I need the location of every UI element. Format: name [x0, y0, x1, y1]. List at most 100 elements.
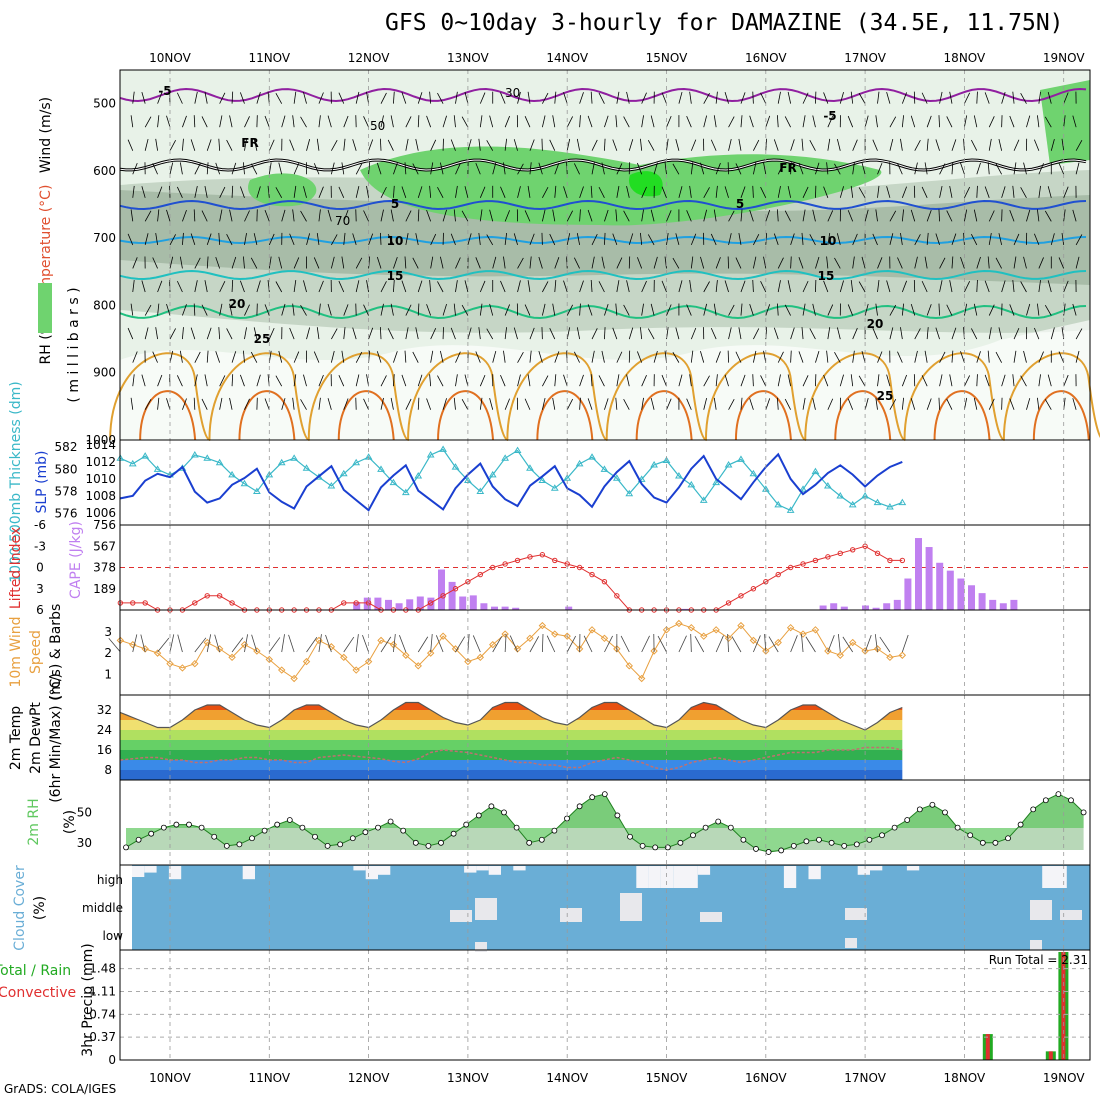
wind-barb: [650, 397, 655, 410]
li-marker: [589, 571, 595, 578]
wind-barb: [363, 304, 369, 316]
wind-barb: [401, 186, 407, 198]
wind-barb: [628, 233, 634, 246]
wind-barb: [461, 116, 469, 128]
wind-barb: [987, 350, 990, 363]
wind-barb: [455, 163, 461, 175]
wind-barb: [939, 163, 946, 175]
wind-barb: [393, 91, 395, 104]
wind-barb: [1012, 91, 1015, 104]
wind-barb: [355, 257, 363, 269]
wind-barb: [604, 398, 609, 410]
wind-barb: [182, 304, 187, 316]
wind-barb: [215, 256, 221, 269]
wind-barb: [281, 303, 286, 316]
wind-barb: [219, 303, 223, 316]
wind-barb: [405, 398, 412, 410]
wind-barb: [604, 232, 606, 245]
wind-barb: [338, 375, 345, 387]
wind-barb: [1038, 257, 1044, 269]
wind-barb: [1013, 233, 1020, 246]
wind-barb: [924, 162, 928, 175]
wind-barb: [976, 279, 978, 293]
wind-barb: [368, 139, 374, 151]
wind-barb: [300, 210, 307, 222]
wind-barb: [542, 92, 549, 104]
wind-barb: [244, 138, 247, 151]
wind-barb: [264, 210, 270, 222]
cape-bar: [427, 597, 435, 610]
wind-barb: [206, 162, 209, 175]
rh2m-marker: [438, 839, 444, 846]
rh2m-marker: [148, 830, 155, 837]
temp-band: [120, 750, 903, 760]
wind-barb: [157, 303, 160, 316]
wind-barb: [219, 375, 226, 387]
thickness-marker: [886, 503, 894, 510]
wind-barb: [278, 350, 283, 363]
wind-barb: [1038, 280, 1041, 293]
wind-barb: [1072, 398, 1077, 410]
cloud-high-gap: [808, 866, 821, 880]
wind10m-barb: [108, 637, 121, 653]
wind-barb: [239, 186, 245, 198]
wind-barb: [798, 162, 804, 175]
wind-barb: [513, 233, 518, 246]
wind-barb: [219, 186, 226, 198]
wind-barb: [861, 256, 866, 269]
wind-barb: [672, 257, 680, 269]
wind-barb: [653, 350, 658, 363]
wind-barb: [430, 328, 437, 340]
cape-bar: [395, 603, 403, 610]
wind-barb: [538, 256, 543, 269]
cloud-high-gap: [857, 866, 870, 875]
wind-barb: [341, 256, 345, 269]
wind-barb: [330, 256, 335, 269]
wind10m-barb: [715, 635, 724, 653]
wind-barb: [439, 350, 444, 363]
date-label-bottom: 12NOV: [348, 1071, 390, 1085]
wind-barb: [292, 397, 295, 410]
wind-barb: [486, 140, 494, 151]
wind-barb: [1038, 91, 1041, 104]
cape-bar: [904, 578, 912, 610]
wind10m-barb: [620, 635, 630, 653]
wind-barb: [401, 280, 407, 293]
wind-barb: [713, 397, 717, 410]
wind-barb: [313, 163, 320, 175]
wind-barb: [752, 162, 757, 175]
wind-speed-marker: [724, 634, 733, 643]
wind-barb: [1075, 234, 1083, 246]
wind-barb: [910, 398, 916, 410]
wind-barb: [801, 327, 804, 340]
wind-barb: [479, 186, 486, 198]
wind-barb: [773, 139, 779, 151]
wind-barb: [615, 209, 618, 222]
wind-barb: [637, 257, 643, 269]
wind-speed-marker: [824, 647, 832, 655]
cape-tick: 378: [93, 561, 116, 575]
cape-bar: [374, 597, 382, 610]
wind-barb: [752, 279, 754, 293]
wind-barb: [773, 327, 779, 340]
wind-barb: [437, 375, 444, 387]
wind-barb: [1001, 186, 1006, 198]
rh2m-marker: [929, 801, 936, 808]
wind-barb: [300, 116, 307, 128]
wind-barb: [479, 209, 483, 222]
wind-barb: [243, 256, 245, 269]
wind-barb: [623, 304, 630, 316]
li-marker: [887, 557, 893, 564]
wind-barb: [554, 280, 557, 293]
wind-barb: [566, 398, 574, 410]
wind-barb: [875, 115, 878, 128]
wind-barb: [1013, 327, 1020, 340]
wind-barb: [790, 350, 792, 363]
wind-barb: [850, 374, 854, 387]
wind-barb: [1026, 398, 1031, 410]
wind-barb: [910, 115, 916, 128]
wind-barb: [239, 280, 245, 293]
wind-barb: [713, 209, 717, 222]
wind-barb: [897, 351, 903, 363]
slp-ylabel-left: 1000-500mb Thickness (dm): [8, 381, 24, 582]
